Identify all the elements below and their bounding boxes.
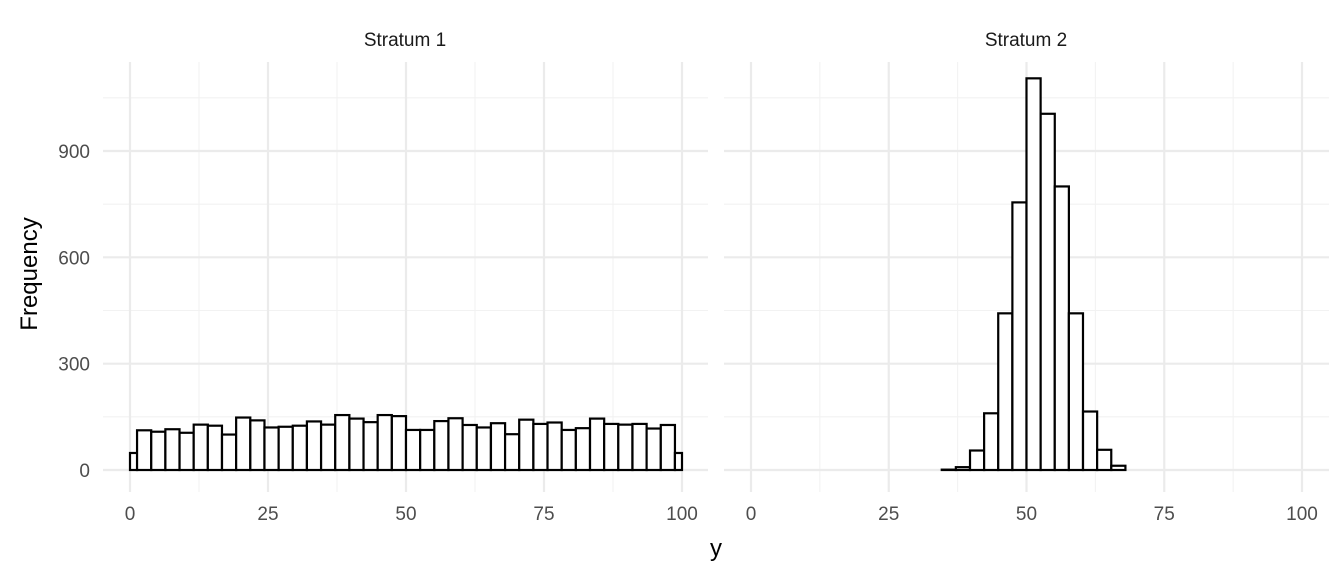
histogram-bar: [249, 419, 266, 472]
histogram-bar: [390, 415, 408, 472]
histogram-bar: [574, 427, 592, 472]
panel-stratum-2: Stratum 2 0 25 50 75 100: [724, 30, 1329, 525]
histogram-bars: [940, 77, 1127, 472]
histogram-bar: [1081, 410, 1099, 472]
histogram-bar: [263, 426, 280, 472]
histogram-bar: [150, 430, 167, 472]
histogram-bar: [319, 423, 337, 472]
histogram-bar: [546, 421, 563, 472]
x-tick-label: 25: [257, 504, 278, 525]
x-axis-title: y: [710, 535, 722, 562]
histogram-bar: [178, 431, 195, 472]
y-tick-label: 600: [58, 248, 90, 269]
x-tick-label: 100: [666, 504, 698, 525]
histogram-bar: [968, 449, 986, 472]
x-tick-label: 50: [1016, 504, 1037, 525]
histogram-bar: [404, 428, 422, 472]
histogram-bar: [433, 419, 450, 472]
histogram-bar: [997, 312, 1014, 472]
histogram-bar: [673, 451, 684, 472]
histogram-bar: [334, 413, 351, 472]
histogram-bar: [1025, 77, 1042, 472]
histogram-bar: [305, 420, 323, 472]
histogram-bar: [135, 429, 153, 472]
x-tick-label: 25: [878, 504, 899, 525]
y-tick-label: 900: [58, 142, 90, 163]
y-tick-label: 0: [79, 461, 90, 482]
y-axis-title: Frequency: [16, 217, 43, 330]
histogram-bar: [503, 433, 521, 472]
histogram-bar: [603, 422, 620, 472]
histogram-bar: [192, 423, 209, 472]
histogram-bar: [489, 422, 507, 472]
histogram-bar: [617, 423, 634, 472]
x-tick-label: 75: [533, 504, 554, 525]
panel-stratum-1: Stratum 1 0 25 50 75 100: [103, 30, 708, 525]
histogram-bar: [164, 428, 181, 472]
histogram-bar: [1067, 312, 1085, 472]
histogram-bar: [206, 424, 224, 472]
histogram-bar: [560, 428, 577, 472]
histogram-bar: [348, 417, 365, 472]
histogram-bar: [1011, 201, 1028, 472]
histogram-bar: [220, 433, 238, 472]
histogram-bar: [983, 412, 1000, 472]
histogram-bar: [362, 421, 379, 472]
histogram-bar: [447, 417, 464, 472]
y-axis-ticks: 0 300 600 900: [58, 142, 90, 482]
histogram-bar: [1053, 185, 1070, 472]
histogram-bar: [475, 426, 493, 472]
histogram-bar: [1039, 112, 1056, 472]
histogram-bar: [1096, 448, 1113, 472]
x-tick-label: 100: [1286, 504, 1318, 525]
x-axis-ticks: 0 25 50 75 100: [125, 504, 698, 525]
x-tick-label: 0: [746, 504, 757, 525]
histogram-bar: [277, 425, 294, 472]
histogram-bar: [588, 417, 606, 472]
x-tick-label: 75: [1154, 504, 1175, 525]
histogram-bars: [128, 413, 684, 472]
histogram-bar: [645, 427, 662, 472]
histogram-bar: [1110, 464, 1127, 472]
histogram-bar: [419, 428, 436, 472]
histogram-bar: [631, 422, 648, 472]
histogram-bar: [532, 422, 549, 472]
histogram-bar: [518, 418, 535, 472]
x-tick-label: 0: [125, 504, 136, 525]
x-axis-ticks: 0 25 50 75 100: [746, 504, 1318, 525]
histogram-bar: [376, 413, 393, 472]
panel-grid: [103, 62, 708, 492]
histogram-bar: [659, 423, 677, 472]
histogram-bar: [235, 416, 252, 472]
facet-label-stratum-1: Stratum 1: [364, 30, 446, 51]
histogram-bar: [461, 423, 478, 472]
y-tick-label: 300: [58, 355, 90, 376]
histogram-bar: [291, 424, 309, 472]
x-tick-label: 50: [395, 504, 416, 525]
facet-label-stratum-2: Stratum 2: [985, 30, 1067, 51]
histogram-bar: [954, 466, 972, 472]
